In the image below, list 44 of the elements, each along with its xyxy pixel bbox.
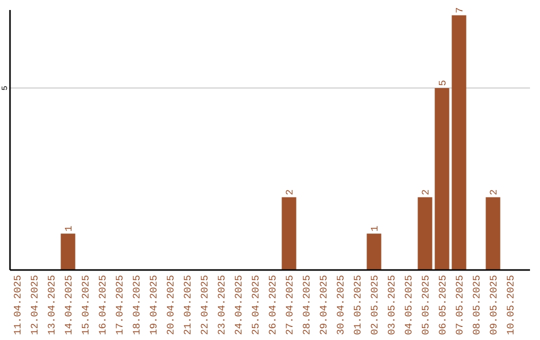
x-tick-label: 29.04.2025 bbox=[320, 275, 330, 336]
x-tick-label: 19.04.2025 bbox=[150, 275, 160, 336]
data-label: 1 bbox=[370, 226, 382, 232]
x-tick-label: 14.04.2025 bbox=[64, 275, 76, 336]
data-label: 7 bbox=[456, 7, 466, 14]
x-tick-label: 21.04.2025 bbox=[184, 275, 194, 336]
x-tick-label: 13.04.2025 bbox=[48, 275, 58, 336]
x-tick-label: 17.04.2025 bbox=[116, 275, 126, 336]
x-tick-label: 22.04.2025 bbox=[200, 275, 212, 336]
bar bbox=[282, 197, 296, 270]
x-tick-label: 08.05.2025 bbox=[472, 275, 484, 336]
bar bbox=[366, 234, 382, 270]
x-tick-label: 09.05.2025 bbox=[490, 275, 500, 336]
x-tick-label: 28.04.2025 bbox=[302, 275, 314, 336]
bar bbox=[418, 197, 432, 270]
x-tick-label: 07.05.2025 bbox=[456, 275, 466, 336]
x-tick-label: 04.05.2025 bbox=[404, 275, 416, 336]
data-label: 2 bbox=[490, 189, 500, 196]
x-tick-label: 18.04.2025 bbox=[132, 275, 144, 336]
data-label: 1 bbox=[64, 226, 76, 232]
data-label: 5 bbox=[438, 80, 450, 86]
x-tick-label: 15.04.2025 bbox=[82, 275, 92, 336]
x-tick-label: 01.05.2025 bbox=[354, 275, 364, 336]
x-tick-label: 20.04.2025 bbox=[166, 275, 178, 336]
data-label: 2 bbox=[286, 189, 296, 196]
x-tick-label: 11.04.2025 bbox=[14, 275, 24, 336]
x-tick-label: 03.05.2025 bbox=[388, 275, 398, 336]
x-tick-label: 16.04.2025 bbox=[98, 275, 110, 336]
data-label: 2 bbox=[422, 189, 432, 196]
x-tick-label: 26.04.2025 bbox=[268, 275, 280, 336]
x-tick-label: 10.05.2025 bbox=[506, 275, 518, 336]
x-tick-label: 02.05.2025 bbox=[370, 275, 382, 336]
x-tick-label: 30.04.2025 bbox=[336, 275, 348, 336]
x-tick-label: 05.05.2025 bbox=[422, 275, 432, 336]
bar bbox=[434, 88, 450, 270]
x-tick-label: 23.04.2025 bbox=[218, 275, 228, 336]
bar bbox=[60, 234, 76, 270]
x-tick-label: 12.04.2025 bbox=[30, 275, 42, 336]
x-tick-label: 27.04.2025 bbox=[286, 275, 296, 336]
bar bbox=[452, 15, 466, 270]
x-tick-label: 06.05.2025 bbox=[438, 275, 450, 336]
x-tick-label: 24.04.2025 bbox=[234, 275, 246, 336]
bar bbox=[486, 197, 500, 270]
x-tick-label: 25.04.2025 bbox=[252, 275, 262, 336]
